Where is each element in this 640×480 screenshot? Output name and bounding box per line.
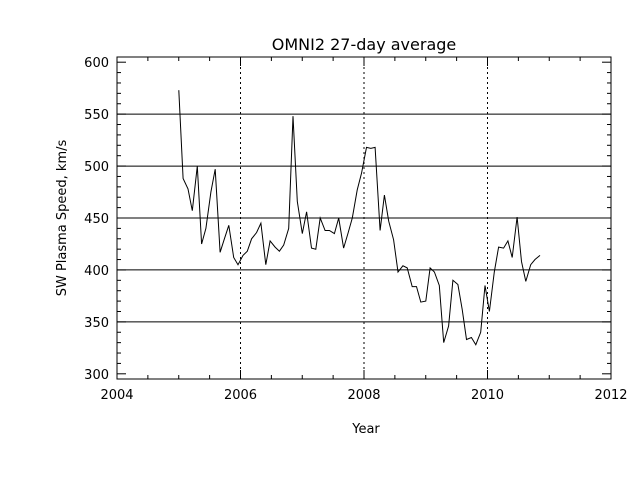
y-tick-label: 600	[84, 56, 109, 71]
series-line	[178, 90, 541, 346]
tick-labels: 2004 2006 2008 2010 2012 300 350 400 450 500 550 60…	[84, 56, 627, 403]
x-tick-label: 2008	[347, 388, 380, 403]
x-tick-label: 2006	[224, 388, 257, 403]
x-tick-label: 2004	[100, 388, 133, 403]
y-tick-label: 400	[84, 264, 109, 279]
grid-lines	[117, 57, 611, 379]
y-axis-label: SW Plasma Speed, km/s	[55, 140, 70, 297]
x-axis-label: Year	[351, 422, 380, 437]
chart-title: OMNI2 27-day average	[272, 35, 457, 54]
y-tick-label: 450	[84, 212, 109, 227]
x-tick-label: 2012	[594, 388, 627, 403]
data-series	[178, 90, 541, 346]
y-tick-label: 500	[84, 160, 109, 175]
axis-ticks	[116, 57, 612, 379]
x-tick-label: 2010	[471, 388, 504, 403]
y-tick-label: 300	[84, 368, 109, 383]
y-tick-label: 350	[84, 316, 109, 331]
y-tick-label: 550	[84, 108, 109, 123]
